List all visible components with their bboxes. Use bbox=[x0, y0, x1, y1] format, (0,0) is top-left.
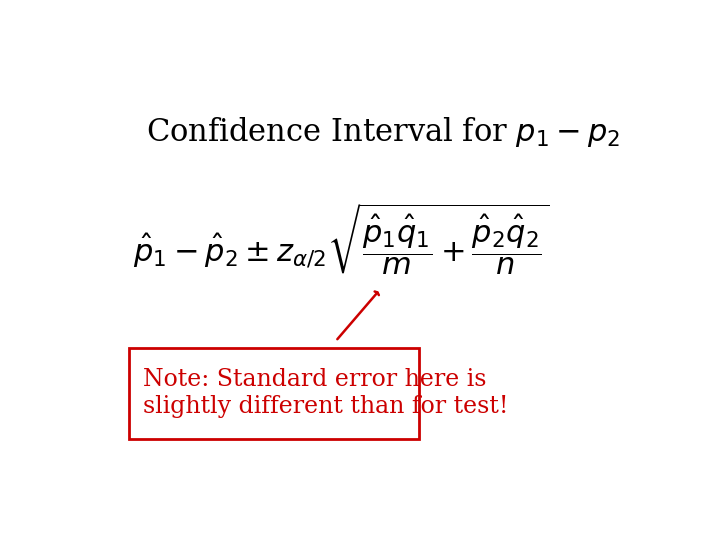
Text: Confidence Interval for $p_1 - p_2$: Confidence Interval for $p_1 - p_2$ bbox=[145, 114, 620, 148]
Text: $\hat{p}_1 - \hat{p}_2 \pm z_{\alpha/2}\sqrt{\dfrac{\hat{p}_1\hat{q}_1}{m} + \df: $\hat{p}_1 - \hat{p}_2 \pm z_{\alpha/2}\… bbox=[133, 201, 549, 278]
FancyBboxPatch shape bbox=[129, 348, 419, 439]
Text: Note: Standard error here is
slightly different than for test!: Note: Standard error here is slightly di… bbox=[143, 368, 508, 418]
